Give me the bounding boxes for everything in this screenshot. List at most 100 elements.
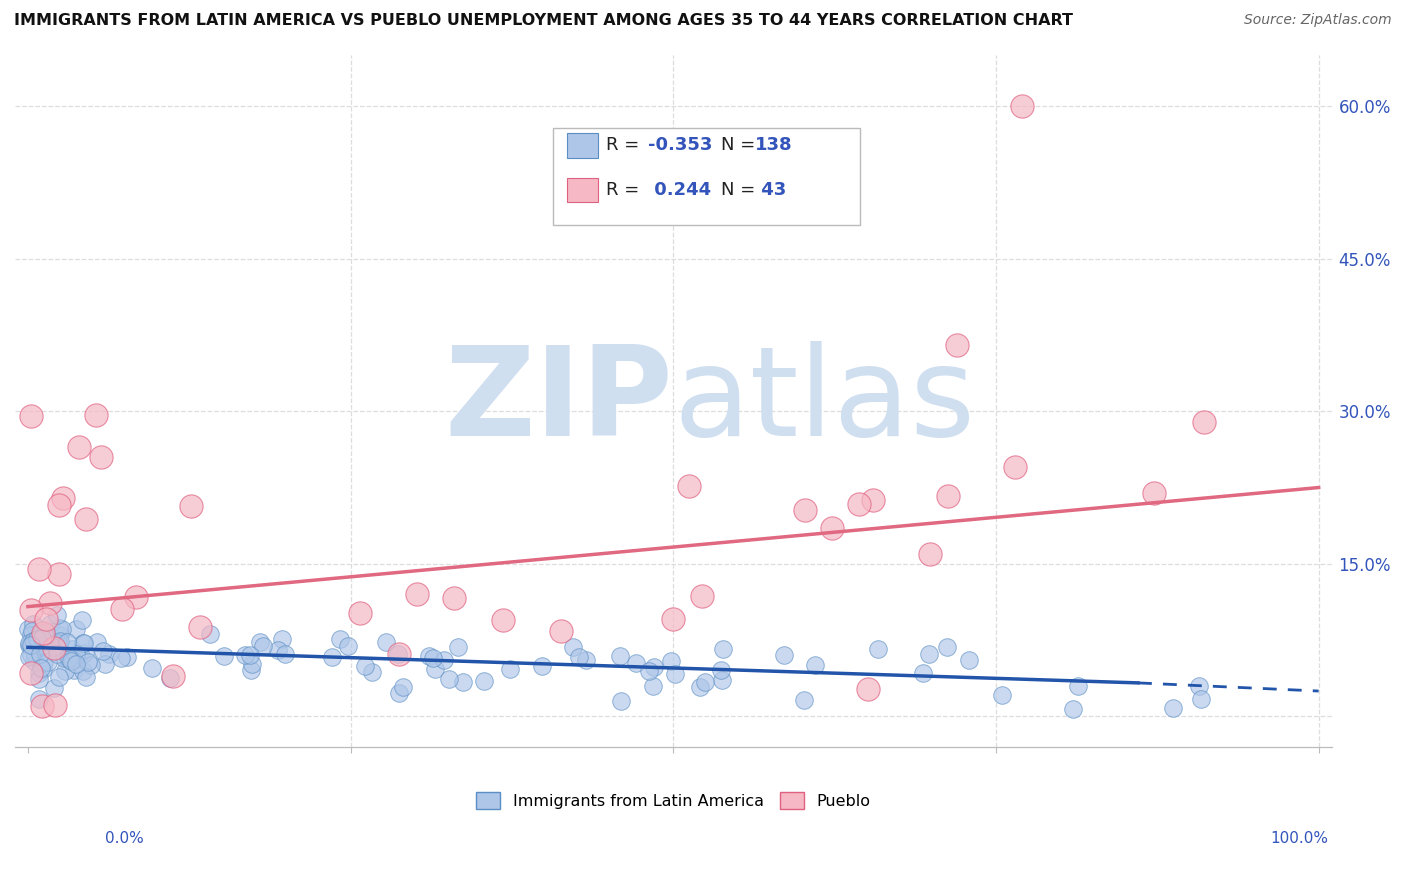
- Point: [70, 613, 93, 627]
- Point: [423, 662, 446, 676]
- Point: [97, 647, 120, 661]
- Point: [474, 673, 496, 688]
- Point: [18, 636, 41, 650]
- Point: [59, 654, 82, 668]
- Point: [858, 682, 880, 697]
- Point: [28, 561, 51, 575]
- Text: 100.0%: 100.0%: [1271, 831, 1329, 846]
- Text: atlas: atlas: [673, 341, 976, 461]
- Point: [575, 653, 598, 667]
- Point: [1067, 679, 1090, 693]
- Point: [31, 631, 53, 645]
- Point: [110, 651, 132, 665]
- Point: [35, 625, 58, 640]
- Point: [48, 633, 70, 648]
- Point: [991, 688, 1014, 702]
- Point: [37, 655, 59, 669]
- Point: [31, 640, 53, 654]
- Point: [48, 636, 70, 650]
- Point: [53, 665, 76, 679]
- Point: [610, 694, 633, 708]
- Point: [188, 620, 211, 634]
- Point: [271, 632, 294, 646]
- Point: [678, 479, 700, 493]
- Text: -0.353: -0.353: [648, 136, 713, 154]
- Point: [492, 613, 515, 627]
- Point: [75, 512, 97, 526]
- Point: [638, 664, 661, 678]
- Point: [433, 653, 456, 667]
- Point: [20, 638, 42, 652]
- Point: [58, 651, 80, 665]
- Point: [710, 673, 733, 688]
- Point: [689, 680, 711, 694]
- Point: [274, 648, 297, 662]
- Point: [141, 661, 163, 675]
- Point: [773, 648, 796, 662]
- Point: [72, 665, 94, 679]
- Point: [20, 648, 42, 662]
- Point: [46, 636, 69, 650]
- Point: [1161, 701, 1184, 715]
- Point: [32, 627, 55, 641]
- Point: [659, 654, 682, 668]
- Point: [793, 692, 815, 706]
- Point: [45, 647, 67, 661]
- Point: [20, 638, 42, 652]
- Point: [42, 641, 65, 656]
- Point: [349, 607, 371, 621]
- Point: [848, 497, 870, 511]
- Point: [609, 649, 631, 664]
- Point: [39, 637, 62, 651]
- Point: [67, 440, 90, 454]
- Point: [94, 657, 117, 672]
- Point: [49, 628, 72, 642]
- Point: [793, 503, 815, 517]
- Point: [353, 659, 375, 673]
- Text: 0.244: 0.244: [648, 181, 711, 199]
- Point: [198, 627, 221, 641]
- Point: [28, 665, 51, 680]
- Point: [31, 699, 53, 714]
- Point: [499, 662, 522, 676]
- Point: [249, 635, 271, 649]
- Point: [91, 643, 114, 657]
- Point: [911, 665, 934, 680]
- Text: ZIP: ZIP: [444, 341, 673, 461]
- Point: [32, 656, 55, 670]
- Point: [22, 634, 45, 648]
- Point: [239, 648, 262, 663]
- Point: [17, 638, 39, 652]
- Text: 43: 43: [755, 181, 786, 199]
- Point: [1189, 692, 1212, 706]
- Point: [446, 640, 468, 654]
- Point: [329, 632, 352, 647]
- Point: [69, 648, 91, 663]
- Point: [422, 651, 444, 665]
- Point: [24, 648, 46, 663]
- Point: [84, 409, 107, 423]
- Point: [957, 652, 980, 666]
- Point: [159, 671, 181, 685]
- Point: [20, 628, 42, 642]
- Point: [34, 612, 56, 626]
- Point: [32, 625, 55, 640]
- Point: [32, 662, 55, 676]
- Point: [233, 648, 256, 662]
- Point: [39, 617, 62, 632]
- Point: [62, 642, 84, 657]
- Point: [804, 658, 827, 673]
- Point: [530, 659, 553, 673]
- Point: [820, 521, 842, 535]
- Point: [17, 622, 39, 636]
- Point: [125, 590, 148, 604]
- Point: [58, 649, 80, 664]
- Point: [30, 625, 52, 640]
- Point: [406, 587, 429, 601]
- Point: [387, 647, 409, 661]
- Point: [561, 640, 583, 654]
- Point: [252, 639, 274, 653]
- Point: [41, 643, 63, 657]
- Point: [46, 607, 69, 622]
- Point: [25, 632, 48, 646]
